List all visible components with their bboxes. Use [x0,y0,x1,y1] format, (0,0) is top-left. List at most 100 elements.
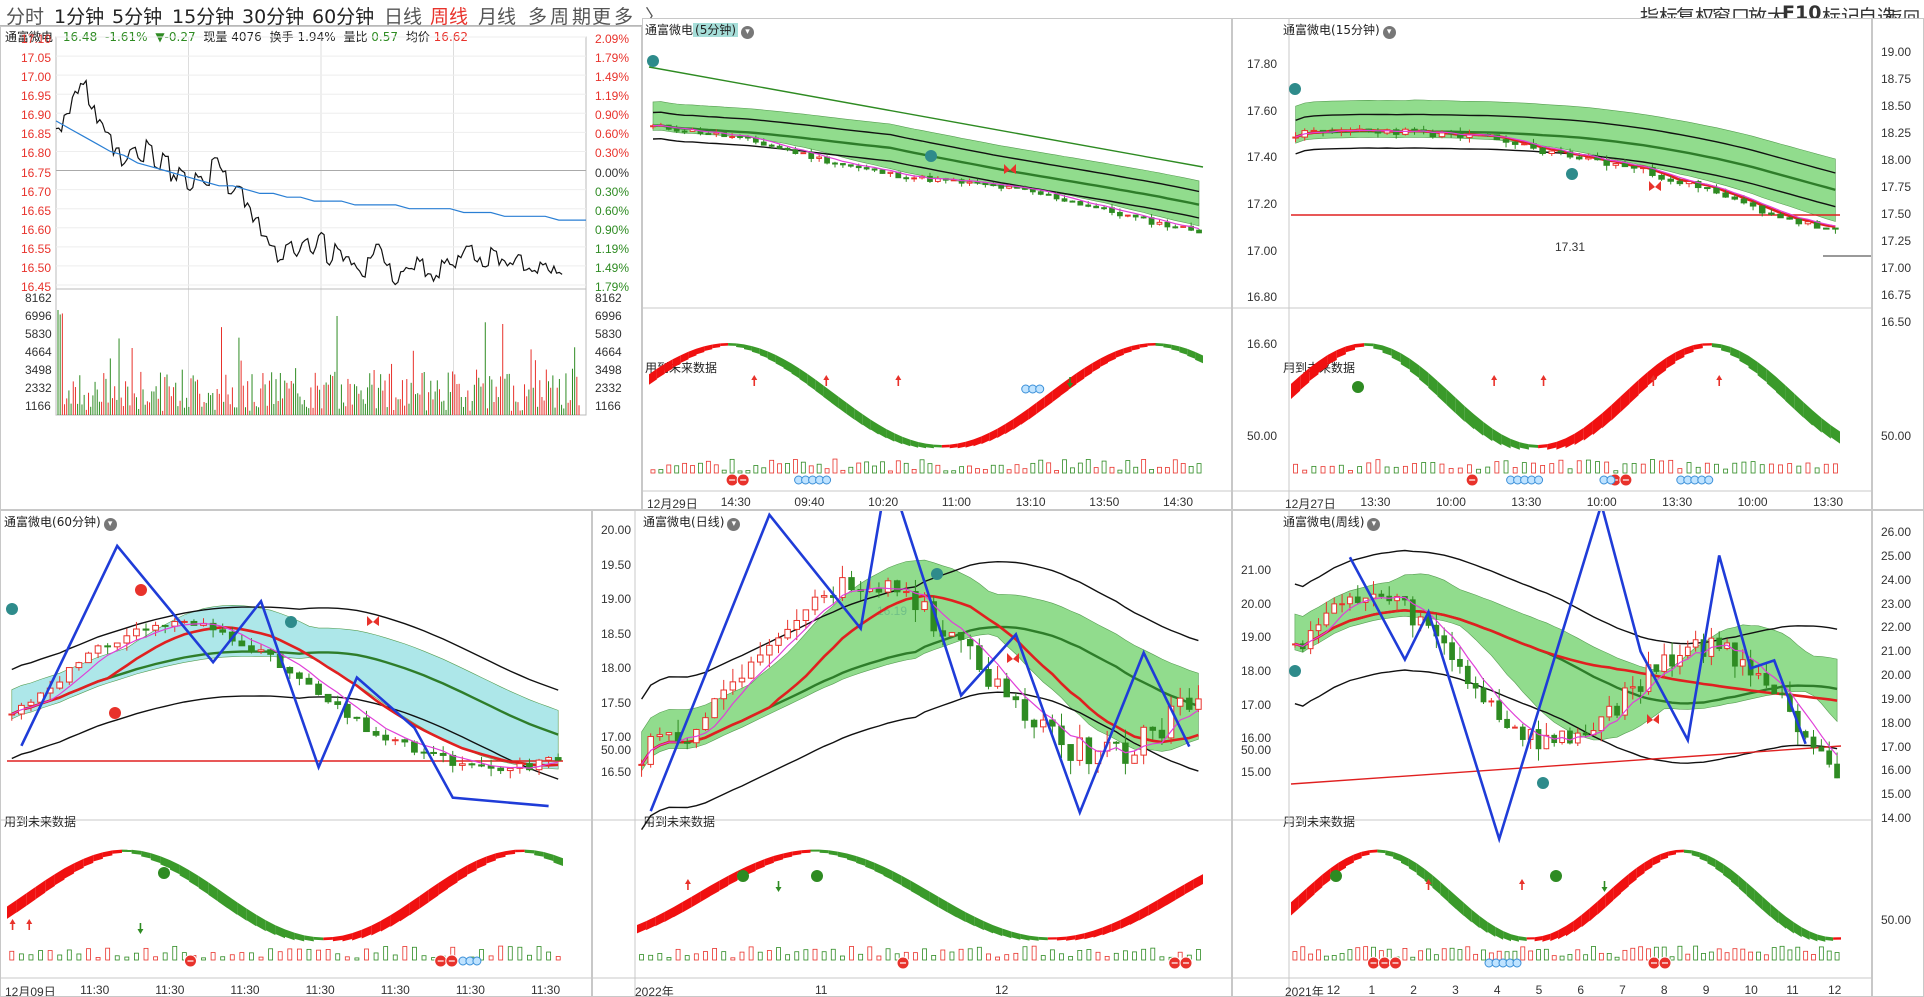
sub-volume-bar [864,461,870,474]
sub-volume-bar [229,954,235,961]
ma-line-red [1294,608,1838,702]
oscillator-band [1542,933,1551,942]
sub-volume-bar [488,955,494,961]
oscillator-band [682,896,692,913]
candle-body [1195,698,1202,710]
oscillator-band [371,920,381,936]
tab-daily[interactable]: 日线 [384,6,423,28]
tab-60min[interactable]: 60分钟 [312,6,375,28]
oscillator-band [7,900,17,919]
sub-volume-bar [1585,459,1591,474]
m60-title[interactable]: 通富微电(60分钟) ▾ [4,513,117,531]
sub-volume-bar [1311,465,1317,474]
candle-body [468,763,476,766]
candle-body [1029,188,1036,193]
m15-panel: 通富微电(15分钟)▾ 用到未来数据 17.8017.6017.4017.201… [1232,18,1872,510]
x-axis-label: 10:00 [1586,495,1617,509]
oscillator-band [1711,343,1722,349]
price-tick-label: 16.80 [21,146,52,161]
oscillator-band [1115,348,1124,358]
tab-30min[interactable]: 30分钟 [242,6,305,28]
oscillator-band [1657,357,1667,377]
candle-body [430,751,437,754]
oscillator-band [1318,355,1328,373]
x-axis-label: 2021年 [1285,985,1324,997]
chevron-down-icon[interactable]: ▾ [103,518,117,531]
sub-volume-bar [1803,950,1809,961]
candle-body [656,734,664,738]
sub-volume-bar [1054,470,1059,474]
m60-chart[interactable] [1,511,592,997]
oscillator-band [755,859,765,871]
week-chart[interactable] [1233,511,1872,997]
sub-volume-bar [1132,951,1137,961]
sub-volume-bar [887,470,893,474]
x-axis-label: 12月29日 [647,497,698,510]
candle-body [1438,132,1446,138]
oscillator-band [1021,408,1029,425]
oscillator-band [764,855,774,866]
oscillator-band [1175,884,1185,900]
oscillator-band [1322,868,1331,887]
sub-volume-bar [1778,464,1783,474]
tab-15min[interactable]: 15分钟 [172,6,235,28]
oscillator-band [1291,895,1299,916]
m5-title[interactable]: 通富微电 (5分钟) ▾ [645,21,755,39]
sub-volume-bar [162,952,168,961]
m5-chart[interactable] [643,19,1232,510]
oscillator-band [409,896,420,916]
sub-volume-bar [1756,951,1761,961]
sub-volume-bar [657,953,663,961]
tab-1min[interactable]: 1分钟 [54,6,105,28]
oscillator-band [237,902,247,921]
sub-volume-bar [1366,462,1372,474]
tab-intraday[interactable]: 分时 [6,6,45,28]
candle-body [1496,700,1503,720]
tab-weekly[interactable]: 周线 [430,6,469,28]
tab-multi-period[interactable]: 多周期 [528,6,595,28]
oscillator-band [1691,850,1700,858]
m15-title[interactable]: 通富微电(15分钟) ▾ [1283,21,1396,39]
oscillator-band [854,408,863,426]
oscillator-band [505,849,516,856]
oscillator-band [1501,434,1511,449]
candle-body [1779,693,1785,696]
oscillator-band [1400,353,1410,370]
oscillator-band [1830,425,1840,444]
oscillator-band [728,343,737,346]
sub-volume-bar [1196,949,1201,961]
oscillator-band [457,865,468,882]
sub-volume-bar [1748,951,1754,961]
chevron-down-icon[interactable]: ▾ [1382,26,1396,39]
candle-body [171,621,179,627]
sub-volume-bar [1685,953,1691,961]
week-title[interactable]: 通富微电(周线) ▾ [1283,513,1381,531]
pct-tick-label: 1.19% [595,89,630,104]
candle-body [921,601,928,611]
signal-badge-icon [925,150,937,162]
candle-body [545,757,552,761]
candle-body [1411,128,1418,131]
oscillator-band [1636,862,1645,879]
oscillator-band [837,851,847,859]
oscillator-band [1621,873,1629,893]
pct-tick-label: 0.30% [595,184,630,199]
pct-tick-label: 0.90% [595,222,630,237]
chevron-down-icon[interactable]: ▾ [741,26,755,39]
oscillator-band [1776,376,1786,401]
tab-5min[interactable]: 5分钟 [112,6,163,28]
chevron-down-icon[interactable]: ▾ [1367,518,1381,531]
sub-volume-bar [1123,950,1128,961]
m15-right-axis: 19.00 18.75 18.50 18.25 18.00 17.75 17.50 17.25… [1872,18,1924,510]
day-chart[interactable] [593,511,1232,997]
tab-monthly[interactable]: 月线 [478,6,517,28]
avg-price-line [55,120,586,221]
day-title[interactable]: 通富微电(日线) ▾ [643,513,741,531]
sub-volume-bar [1125,460,1131,474]
sub-volume-bar [872,465,877,474]
y-axis-tick-label: 21.00 [1241,563,1272,577]
intraday-chart[interactable] [1,27,642,510]
oscillator-band [543,852,554,861]
m15-chart[interactable] [1233,19,1872,510]
chevron-down-icon[interactable]: ▾ [727,518,741,531]
